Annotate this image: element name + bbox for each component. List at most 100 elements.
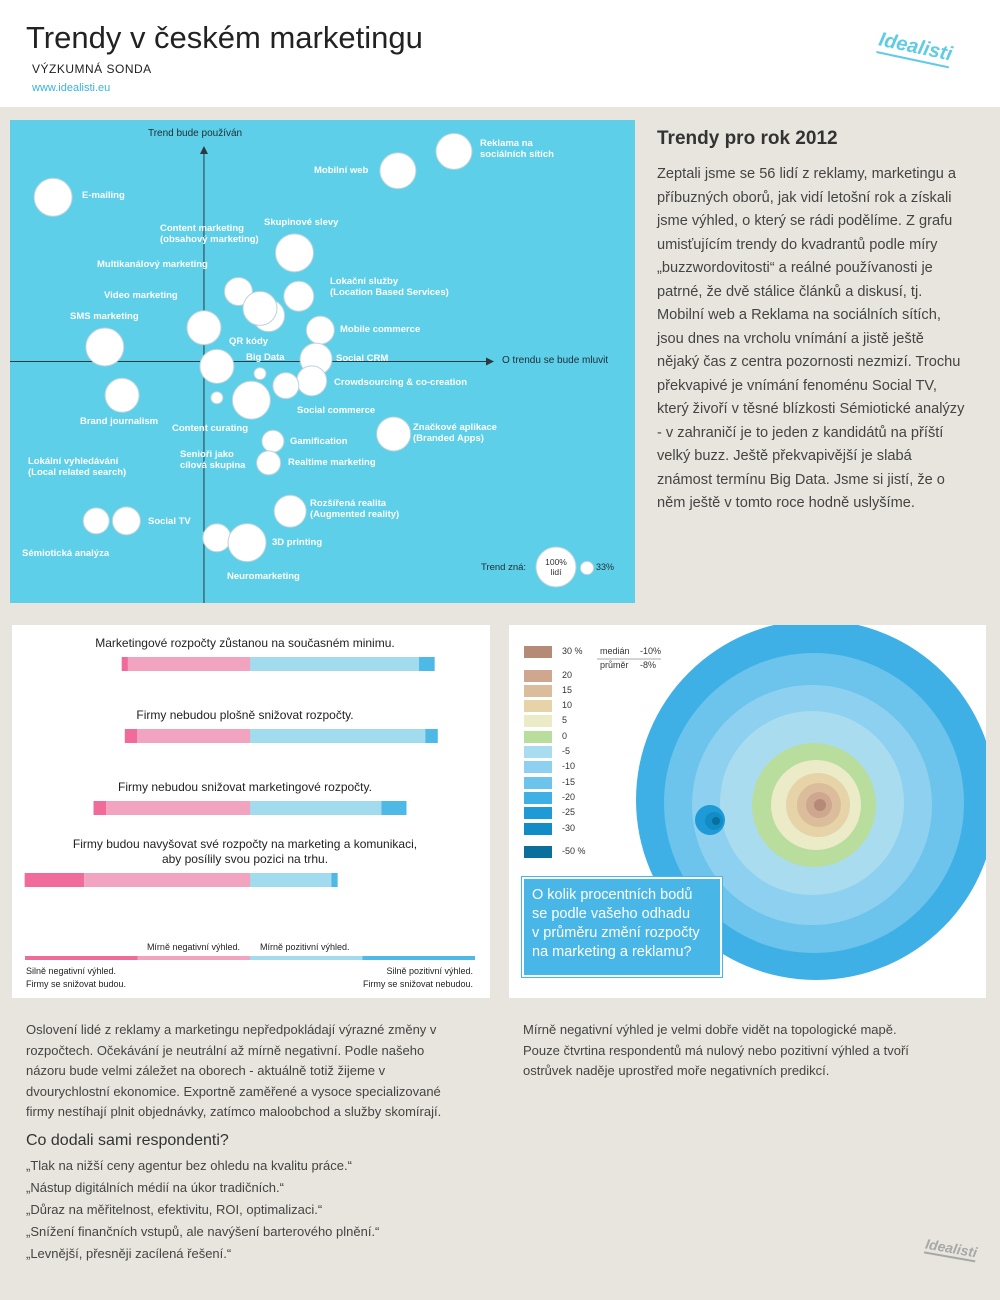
bubble: [104, 377, 140, 413]
bar-segment: [127, 657, 250, 671]
bubble-label: Mobile commerce: [340, 324, 421, 335]
level-swatch: [524, 777, 552, 789]
topo-map: [524, 620, 996, 980]
bubble: [82, 507, 110, 535]
bubble: [210, 391, 224, 405]
bubble-label: Social CRM: [336, 353, 389, 364]
bubble: [274, 233, 314, 273]
bubble-label: Social TV: [148, 516, 191, 527]
respondents-title: Co dodali sami respondenti?: [26, 1132, 229, 1149]
level-swatch: [524, 715, 552, 727]
level-label: -50 %: [562, 846, 586, 856]
level-label: 15: [562, 685, 573, 695]
url[interactable]: www.idealisti.eu: [32, 82, 111, 94]
level-swatch: [524, 700, 552, 712]
bubble-label: Content curating: [172, 423, 248, 434]
level-swatch: [524, 746, 552, 758]
size-legend-circle: [579, 560, 595, 576]
quote: „Důraz na měřitelnost, efektivitu, ROI, …: [26, 1202, 323, 1217]
y-axis-label: Trend bude používán: [147, 128, 243, 139]
bar-segment: [250, 873, 332, 887]
level-label: -25: [562, 807, 576, 817]
size-legend-label: 100% lidí: [545, 557, 567, 577]
bubble-label: Lokální vyhledávání (Local related searc…: [28, 456, 127, 478]
bar-segment: [419, 657, 435, 671]
legend-label: Mírně negativní výhled.: [146, 942, 240, 952]
bar-segment: [93, 801, 107, 815]
bubble: [261, 429, 285, 453]
legend-swatch: [250, 956, 363, 960]
size-legend-title: Trend zná:: [481, 562, 527, 573]
legend-swatch: [25, 956, 138, 960]
bar-panel: Marketingové rozpočty zůstanou na součas…: [12, 625, 490, 998]
bubble-label: Značkové aplikace (Branded Apps): [413, 422, 497, 444]
level-swatch: [524, 646, 552, 658]
intro-title: Trendy pro rok 2012: [657, 128, 838, 149]
header: [0, 0, 1000, 107]
stat-name: průměr: [600, 660, 629, 670]
bar-segment: [24, 873, 85, 887]
bubble-label: Multikanálový marketing: [97, 259, 208, 270]
bar-segment: [137, 729, 250, 743]
subtitle: VÝZKUMNÁ SONDA: [32, 62, 152, 76]
level-label: 30 %: [562, 646, 583, 656]
bubble: [33, 177, 73, 217]
level-label: -30: [562, 823, 576, 833]
bar-segment: [425, 729, 438, 743]
bubble-plot: [10, 132, 595, 603]
bubble: [227, 523, 267, 563]
size-legend-label: 33%: [596, 562, 615, 572]
bubble-label: Content marketing (obsahový marketing): [160, 223, 259, 245]
bubble-label: Rozšířená realita (Augmented reality): [310, 498, 400, 520]
bubble: [379, 152, 417, 190]
topo-text: Mírně negativní výhled je velmi dobře vi…: [523, 1022, 909, 1078]
budget-text: Oslovení lidé z reklamy a marketingu nep…: [26, 1022, 442, 1119]
legend-label: Silně negativní výhled. Firmy se snižova…: [26, 966, 127, 989]
bubble: [283, 280, 315, 312]
level-swatch: [524, 670, 552, 682]
bubble: [111, 506, 141, 536]
quote: „Snížení finančních vstupů, ale navýšení…: [26, 1224, 380, 1239]
y-axis-arrow: [199, 146, 208, 154]
stat-value: -8%: [640, 660, 657, 670]
bubble-label: Neuromarketing: [227, 571, 300, 582]
quotes: „Tlak na nižší ceny agentur bez ohledu n…: [26, 1155, 466, 1265]
question-box: O kolik procentních bodů se podle vašeho…: [522, 877, 722, 977]
stat-value: -10%: [640, 646, 662, 656]
level-swatch: [524, 792, 552, 804]
quote: „Nástup digitálních médií na úkor tradič…: [26, 1180, 284, 1195]
topo-panel: 30 % 20 15 10 5 0 -5 -10 -15 -20 -25 -30 -50 % medián…: [509, 620, 996, 998]
quote: „Tlak na nižší ceny agentur bez ohledu n…: [26, 1158, 352, 1173]
bubble: [435, 132, 473, 170]
bubble-label: SMS marketing: [70, 311, 139, 322]
bubble-label: Social commerce: [297, 405, 376, 416]
bubble: [305, 315, 335, 345]
category-label: Firmy nebudou plošně snižovat rozpočty.: [136, 708, 354, 722]
level-swatch: [524, 807, 552, 819]
footer-logo: Idealisti: [923, 1235, 979, 1263]
x-axis-label: O trendu se bude mluvit: [502, 354, 609, 366]
bubble: [202, 523, 232, 553]
bubble: [186, 310, 222, 346]
bubble-label: QR kódy: [229, 336, 269, 347]
level-label: -20: [562, 792, 576, 802]
x-axis-arrow: [486, 357, 494, 366]
size-legend-circle: [535, 546, 577, 588]
quote: „Levnější, přesněji zacílená řešení.“: [26, 1246, 232, 1261]
bar-segment: [106, 801, 251, 815]
legend-label: Mírně pozitivní výhled.: [260, 942, 350, 952]
bubble-label: Sémiotická analýza: [22, 548, 110, 559]
level-label: -15: [562, 777, 576, 787]
bubble-label: 3D printing: [272, 537, 323, 548]
bubble: [253, 367, 267, 381]
level-label: 0: [562, 731, 568, 741]
bubble-label: Gamification: [290, 436, 348, 447]
level-swatch: [524, 823, 552, 835]
level-label: 20: [562, 670, 573, 680]
category-label: Firmy budou navyšovat své rozpočty na ma…: [72, 837, 418, 866]
bar-segment: [121, 657, 128, 671]
level-label: 10: [562, 700, 573, 710]
legend-swatch: [362, 956, 475, 960]
bar-segment: [250, 657, 420, 671]
